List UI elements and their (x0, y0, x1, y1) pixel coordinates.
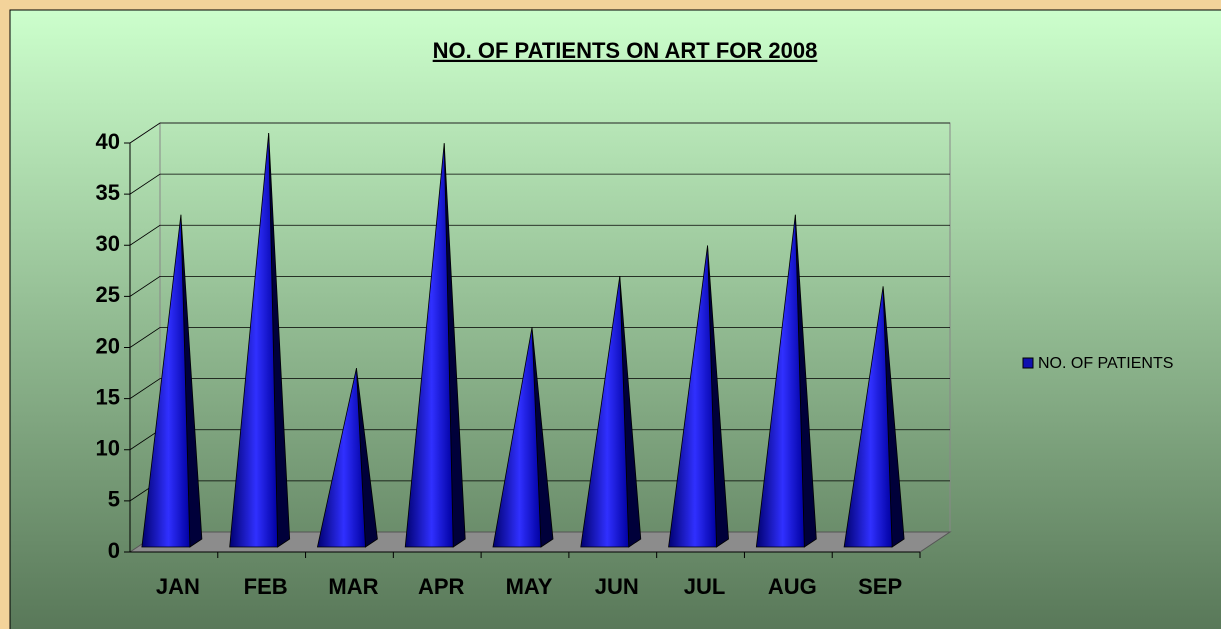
pyramid (492, 327, 554, 548)
pyramid (843, 286, 905, 548)
x-tick-label: AUG (768, 574, 817, 599)
y-tick-label: 35 (96, 180, 120, 205)
pyramid-front (316, 368, 366, 548)
grid-line (129, 122, 950, 144)
x-tick-label: APR (418, 574, 465, 599)
plot-area: 0 5 10 15 20 25 30 35 40 JAN FEB MAR APR MAY JUN JUL AUG… (96, 122, 952, 599)
pyramid-front (755, 214, 805, 548)
pyramid (229, 132, 291, 548)
pyramid-front (492, 327, 542, 548)
pyramid (580, 276, 642, 548)
pyramid (755, 214, 817, 548)
y-tick-label: 15 (96, 384, 120, 409)
pyramid (404, 143, 466, 548)
grid-line (129, 378, 950, 399)
x-tick-label: JUL (684, 574, 726, 599)
y-tick-label: 20 (96, 333, 120, 358)
y-tick-label: 25 (96, 282, 120, 307)
pyramid-front (668, 245, 717, 548)
chart-title: NO. OF PATIENTS ON ART FOR 2008 (433, 38, 818, 63)
y-tick-label: 0 (108, 538, 120, 563)
pyramid (316, 368, 378, 548)
legend-swatch (1022, 357, 1034, 369)
x-tick-label: MAY (506, 574, 553, 599)
pyramid-front (141, 214, 191, 548)
pyramid-front (843, 286, 893, 548)
pyramid-front (404, 143, 454, 548)
pyramid (668, 245, 729, 548)
grid-line (129, 275, 950, 297)
pyramid (141, 214, 203, 548)
x-tick-label: MAR (328, 574, 378, 599)
grid-line (129, 224, 950, 246)
grid-line (129, 327, 950, 348)
x-tick-label: FEB (244, 574, 288, 599)
legend-label: NO. OF PATIENTS (1038, 355, 1173, 372)
pyramid-front (229, 132, 279, 548)
y-tick-label: 40 (96, 129, 120, 154)
y-tick-label: 30 (96, 231, 120, 256)
y-tick-label: 5 (108, 487, 120, 512)
y-tick-label: 10 (96, 436, 120, 461)
x-tick-label: SEP (858, 574, 902, 599)
x-tick-label: JUN (595, 574, 639, 599)
x-tick-label: JAN (156, 574, 200, 599)
pyramid-front (580, 276, 630, 548)
grid-line (129, 173, 950, 195)
